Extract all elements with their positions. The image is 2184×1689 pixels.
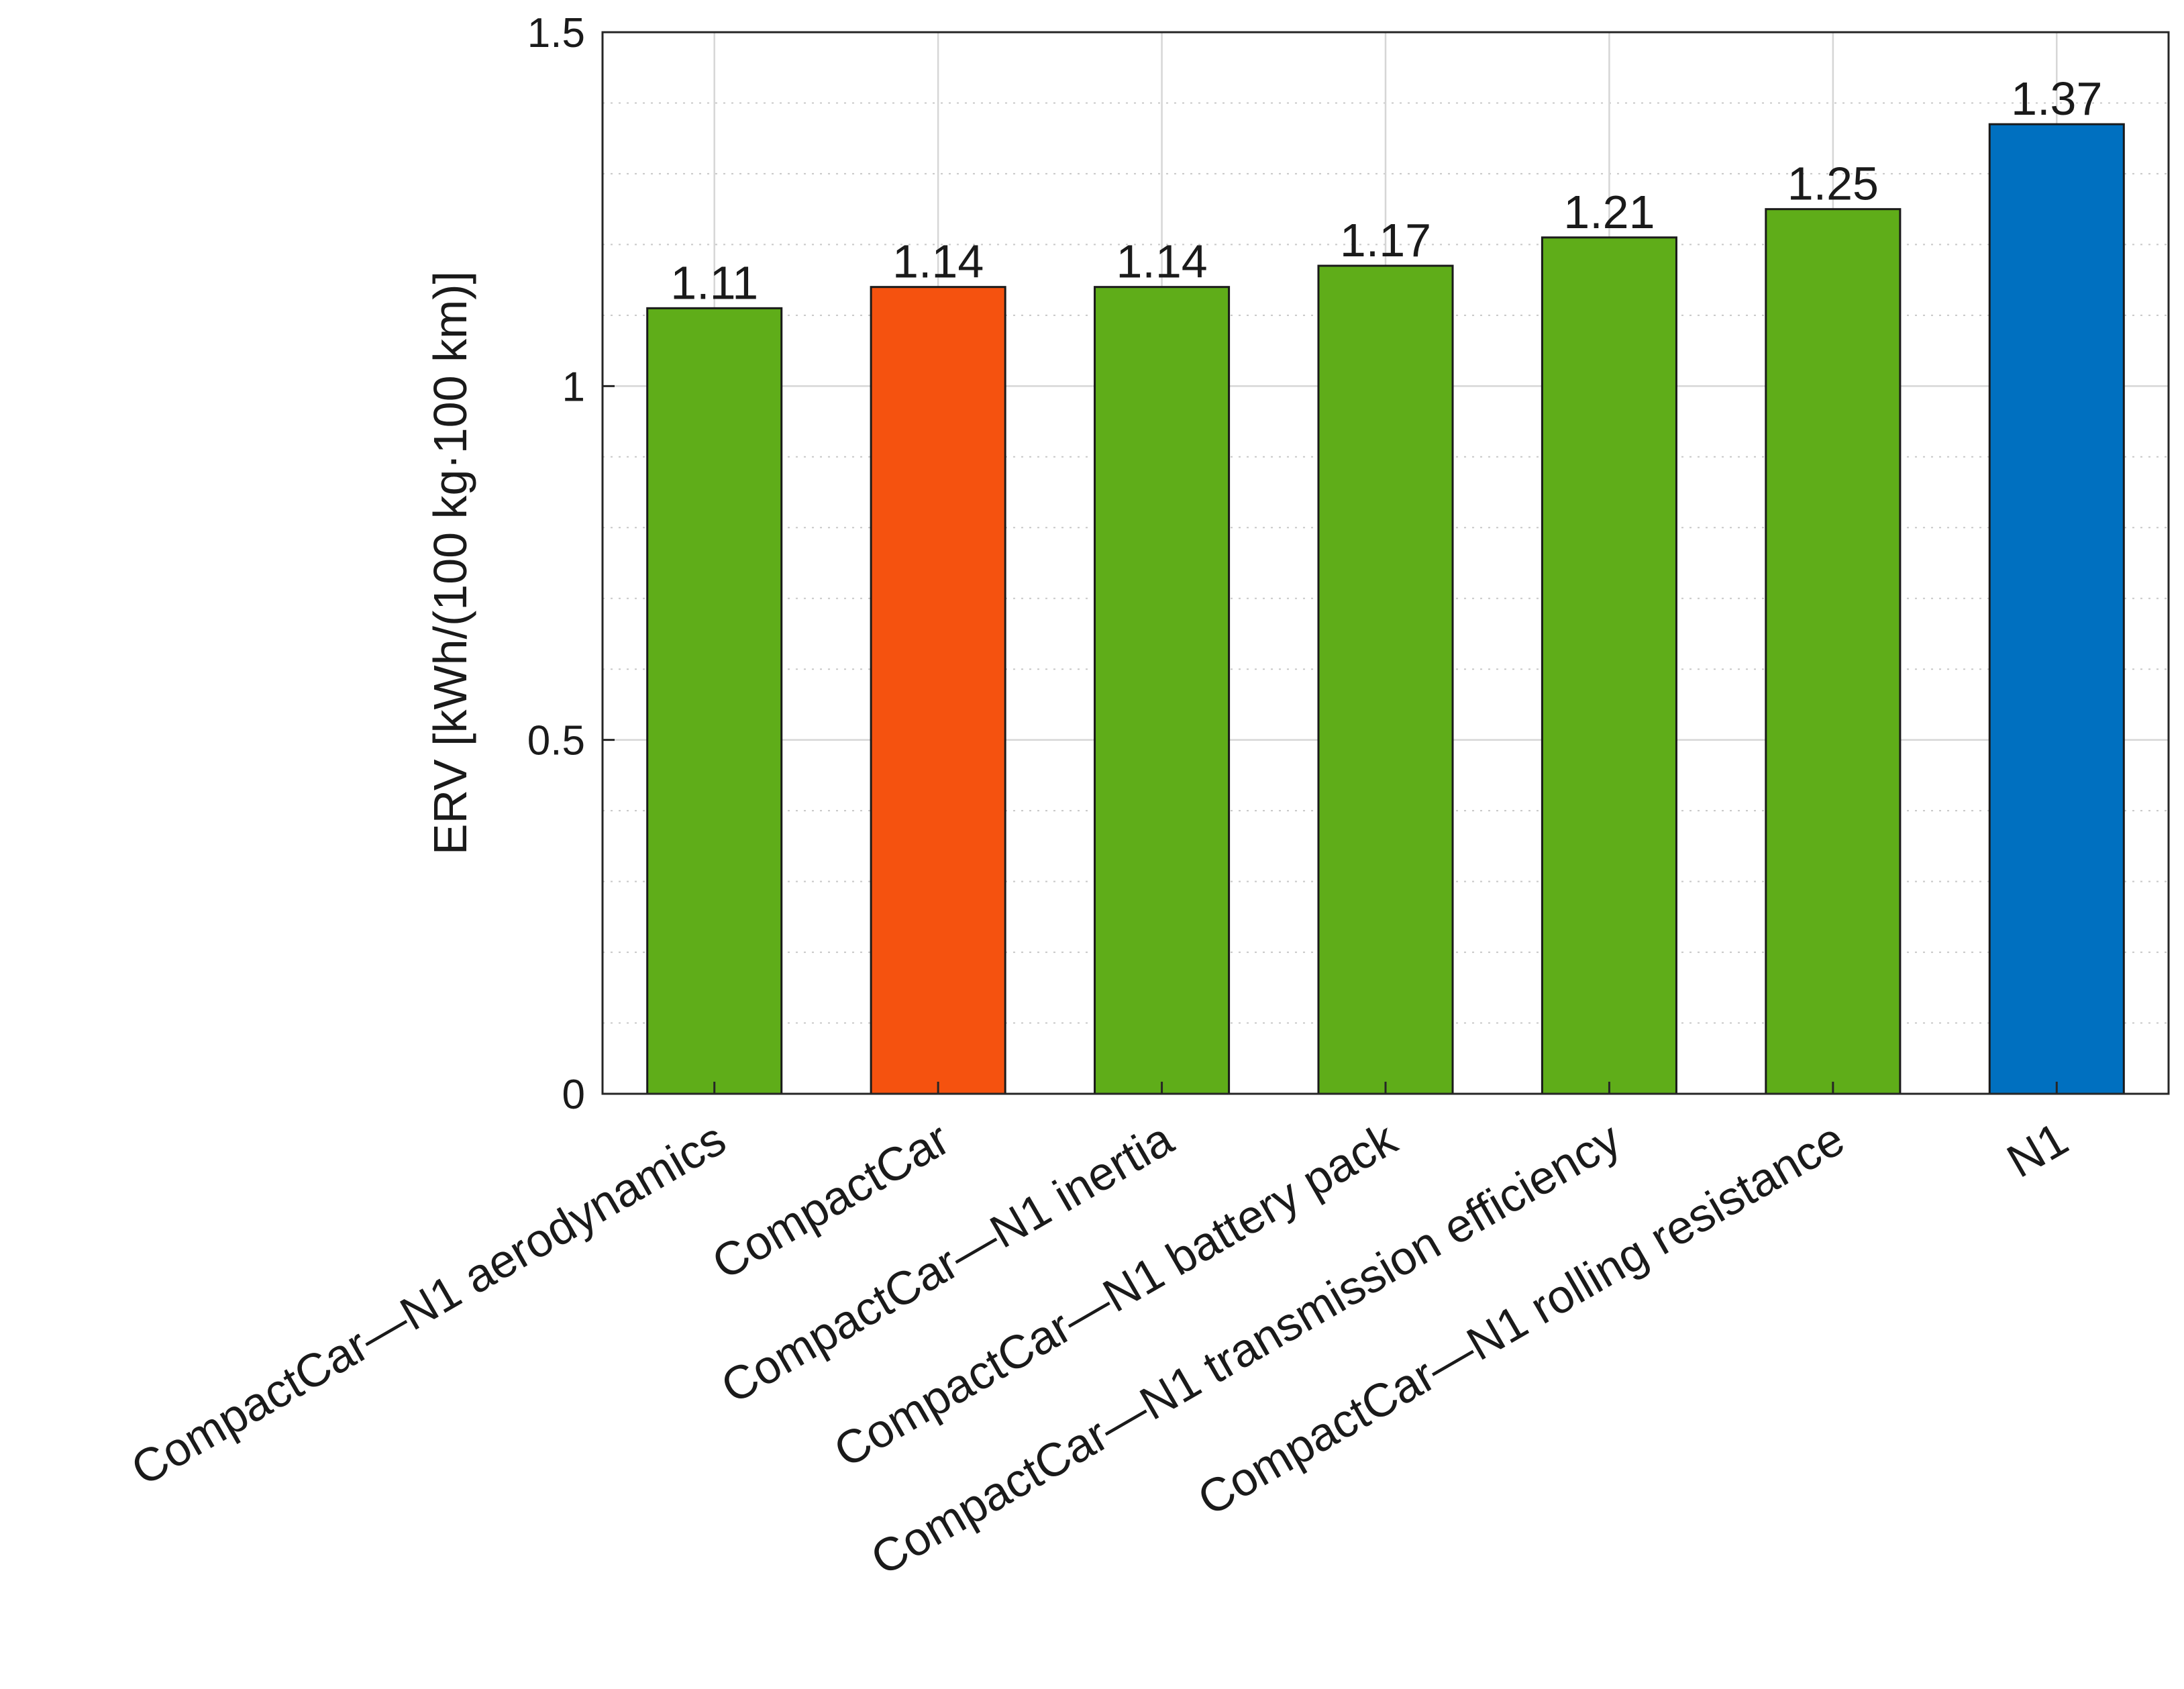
y-axis-ticks: 0 0.5 1 1.5 bbox=[527, 10, 2058, 1118]
bar bbox=[870, 286, 1006, 1095]
data-label: 1.14 bbox=[1116, 236, 1207, 288]
bar bbox=[1765, 208, 1902, 1095]
y-tick-label: 1 bbox=[562, 364, 585, 410]
y-tick-label: 0 bbox=[562, 1072, 585, 1118]
data-label: 1.14 bbox=[892, 236, 984, 288]
bar bbox=[1541, 236, 1677, 1095]
data-label: 1.21 bbox=[1563, 186, 1655, 238]
bar bbox=[1094, 286, 1231, 1095]
data-labels: 1.11 1.14 1.14 1.17 1.21 1.25 1.37 bbox=[670, 72, 2102, 309]
bar bbox=[646, 307, 783, 1095]
y-tick-label: 0.5 bbox=[527, 718, 585, 764]
bar bbox=[1988, 123, 2125, 1095]
bar bbox=[1317, 264, 1454, 1095]
bars bbox=[646, 123, 2125, 1095]
data-label: 1.25 bbox=[1787, 158, 1879, 210]
data-label: 1.11 bbox=[670, 256, 758, 309]
data-label: 1.37 bbox=[2011, 72, 2102, 125]
data-label: 1.17 bbox=[1340, 214, 1431, 266]
y-tick-label: 1.5 bbox=[527, 10, 585, 56]
y-axis-title: ERV [kWh/(100 kg·100 km)] bbox=[424, 271, 476, 855]
